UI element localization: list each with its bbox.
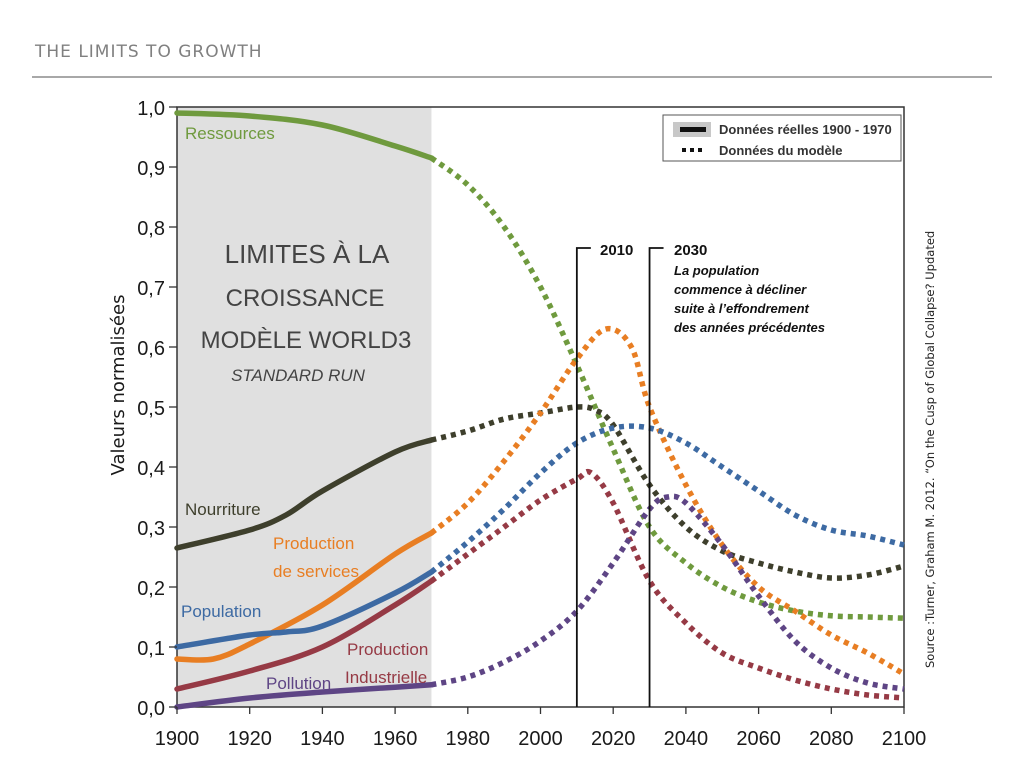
series-population-model bbox=[429, 423, 905, 575]
series-ressources-observed bbox=[174, 110, 435, 161]
chart-title-line-4: STANDARD RUN bbox=[231, 366, 366, 385]
y-tick-label: 0,6 bbox=[137, 338, 165, 360]
series-pollution-model bbox=[430, 493, 905, 692]
y-tick-label: 0,3 bbox=[137, 518, 165, 540]
series-production-industrielle-observed bbox=[174, 578, 435, 692]
legend-solid-swatch bbox=[680, 127, 706, 132]
annotation-text: 2010 2030 La population commence à décli… bbox=[600, 242, 825, 335]
annotation-2030-label: 2030 bbox=[674, 242, 707, 259]
y-axis-title: Valeurs normalisées bbox=[108, 295, 129, 476]
y-tick-label: 0,5 bbox=[137, 398, 165, 420]
series-label-services-2: de services bbox=[273, 562, 359, 581]
annotation-2030-note-3: suite à l’effondrement bbox=[674, 301, 810, 316]
page-title: THE LIMITS TO GROWTH bbox=[35, 42, 263, 62]
series-label-pollution: Pollution bbox=[266, 674, 331, 693]
series-pollution-observed bbox=[174, 682, 435, 710]
annotation-group bbox=[575, 247, 664, 707]
series-group bbox=[174, 110, 906, 710]
series-production-de-services-observed bbox=[174, 530, 435, 663]
source-citation: Source :Turner, Graham M. 2012. “On the … bbox=[923, 231, 937, 668]
x-tick-label: 2040 bbox=[664, 728, 709, 750]
y-tick-label: 1,0 bbox=[137, 98, 165, 120]
legend-label-observed: Données réelles 1900 - 1970 bbox=[719, 122, 892, 137]
title-divider bbox=[32, 76, 992, 78]
chart-title-line-1: LIMITES À LA bbox=[225, 239, 390, 269]
x-tick-label: 2020 bbox=[591, 728, 636, 750]
axis-group: 1900 1920 1940 1960 1980 2000 2020 2040 2060 2080… bbox=[137, 98, 926, 750]
x-tick-label: 2080 bbox=[809, 728, 854, 750]
x-tick-label: 1940 bbox=[300, 728, 345, 750]
annotation-line-2010 bbox=[575, 247, 591, 707]
x-tick-label: 1920 bbox=[227, 728, 272, 750]
series-label-population: Population bbox=[181, 602, 261, 621]
x-tick-label: 2060 bbox=[736, 728, 781, 750]
legend-label-model: Données du modèle bbox=[719, 143, 843, 158]
annotation-2030-note-4: des années précédentes bbox=[674, 320, 825, 335]
series-nourriture-model bbox=[430, 404, 905, 581]
chart-title-line-2: CROISSANCE bbox=[226, 285, 385, 312]
chart-title-line-3: MODÈLE WORLD3 bbox=[201, 327, 412, 354]
chart-title-block: LIMITES À LA CROISSANCE MODÈLE WORLD3 ST… bbox=[201, 239, 412, 385]
annotation-line-2030 bbox=[648, 247, 664, 707]
y-tick-label: 0,1 bbox=[137, 638, 165, 660]
series-labels: Ressources Nourriture Production de serv… bbox=[181, 124, 428, 693]
y-tick-label: 0,9 bbox=[137, 158, 165, 180]
legend: Données réelles 1900 - 1970 Données du m… bbox=[662, 114, 902, 162]
y-tick-label: 0,7 bbox=[137, 278, 165, 300]
y-tick-label: 0,2 bbox=[137, 578, 165, 600]
series-label-industrielle-2: Industrielle bbox=[345, 668, 427, 687]
x-tick-label: 1900 bbox=[155, 728, 200, 750]
y-tick-label: 0,0 bbox=[137, 698, 165, 720]
x-tick-label: 1980 bbox=[446, 728, 491, 750]
annotation-2030-note-2: commence à décliner bbox=[674, 282, 807, 297]
x-tick-label: 2100 bbox=[882, 728, 927, 750]
x-tick-label: 1960 bbox=[373, 728, 418, 750]
y-tick-label: 0,4 bbox=[137, 458, 165, 480]
annotation-2030-note-1: La population bbox=[674, 263, 759, 278]
series-label-ressources: Ressources bbox=[185, 124, 275, 143]
annotation-2010-label: 2010 bbox=[600, 242, 633, 259]
y-tick-label: 0,8 bbox=[137, 218, 165, 240]
series-label-services-1: Production bbox=[273, 534, 354, 553]
series-production-de-services-model bbox=[429, 325, 906, 677]
series-label-industrielle-1: Production bbox=[347, 640, 428, 659]
series-production-industrielle-model bbox=[429, 468, 905, 701]
series-population-observed bbox=[174, 569, 435, 650]
x-tick-label: 2000 bbox=[518, 728, 563, 750]
series-nourriture-observed bbox=[174, 437, 435, 551]
series-label-nourriture: Nourriture bbox=[185, 500, 261, 519]
series-ressources-model bbox=[429, 155, 905, 621]
